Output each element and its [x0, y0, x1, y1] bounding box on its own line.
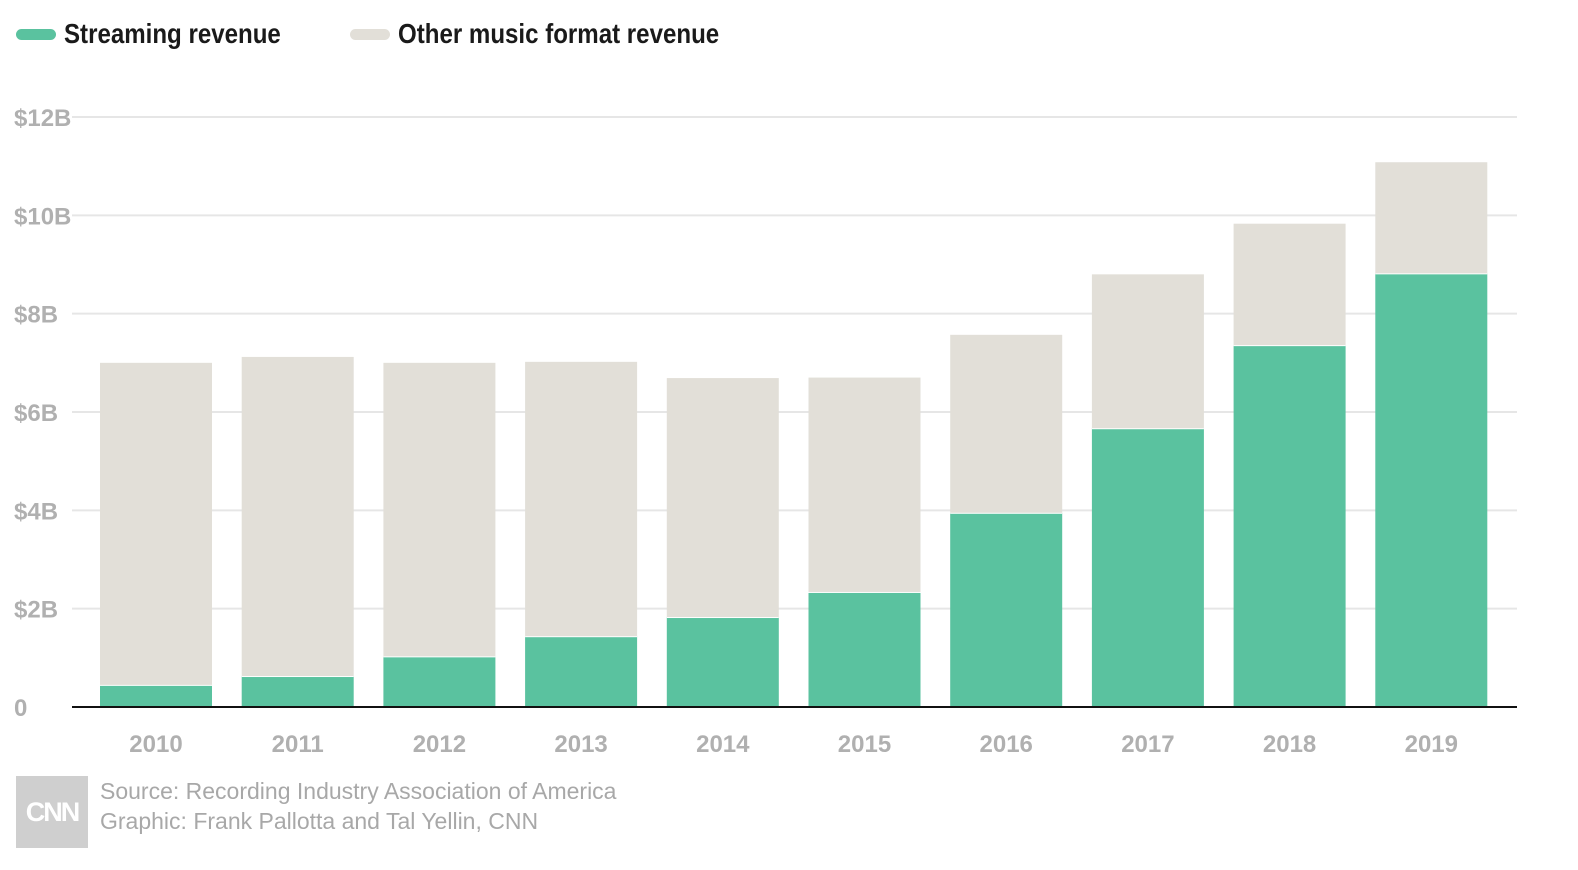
y-tick-label: $4B [14, 498, 58, 525]
graphic-credit-text: Graphic: Frank Pallotta and Tal Yellin, … [100, 808, 539, 834]
x-tick-label: 2011 [272, 731, 324, 758]
bar-other-2016 [950, 334, 1063, 513]
bar-streaming-2012 [383, 656, 496, 707]
x-tick-label: 2016 [980, 731, 1033, 758]
x-tick-label: 2015 [838, 731, 891, 758]
y-tick-label: $2B [14, 597, 58, 624]
bar-other-2014 [666, 378, 779, 618]
bar-streaming-2015 [808, 591, 921, 707]
bar-other-2010 [100, 362, 212, 685]
bar-streaming-2014 [666, 617, 779, 707]
bar-other-2011 [241, 356, 354, 677]
bar-other-2019 [1375, 162, 1488, 274]
footer: CNN Source: Recording Industry Associati… [16, 776, 616, 848]
x-tick-label: 2018 [1263, 731, 1316, 758]
y-tick-label: 0 [14, 695, 27, 722]
bar-other-2018 [1233, 223, 1346, 346]
bar-other-2013 [525, 361, 638, 637]
y-tick-label: $6B [14, 400, 58, 427]
legend-label-streaming: Streaming revenue [64, 18, 281, 49]
x-tick-label: 2012 [413, 731, 466, 758]
bar-streaming-2016 [950, 512, 1063, 707]
legend-item-streaming: Streaming revenue [16, 18, 316, 50]
legend-swatch-streaming [16, 28, 56, 40]
legend-item-other: Other music format revenue [350, 18, 771, 50]
y-tick-label: $8B [14, 302, 58, 329]
x-tick-label: 2019 [1405, 731, 1458, 758]
x-tick-label: 2013 [554, 731, 607, 758]
bar-other-2012 [383, 362, 496, 657]
bar-other-2017 [1091, 274, 1204, 429]
legend: Streaming revenue Other music format rev… [16, 14, 806, 54]
bar-streaming-2018 [1233, 345, 1346, 707]
legend-swatch-other [350, 28, 391, 40]
bar-streaming-2019 [1375, 273, 1488, 707]
bar-streaming-2013 [525, 636, 638, 707]
bar-streaming-2010 [100, 684, 212, 707]
credits: Source: Recording Industry Association o… [100, 776, 616, 836]
bar-streaming-2011 [241, 676, 354, 707]
x-tick-label: 2014 [696, 731, 750, 758]
x-tick-label: 2010 [129, 731, 182, 758]
y-tick-label: $10B [14, 203, 71, 230]
y-tick-label: $12B [14, 105, 71, 132]
stacked-bar-chart: 0 $2B $4B $6B $8B $10B $12B 2010 2011 2012 2013 201… [14, 105, 1517, 758]
source-text: Source: Recording Industry Association o… [100, 778, 617, 804]
x-tick-label: 2017 [1121, 731, 1174, 758]
bar-streaming-2017 [1091, 428, 1204, 707]
legend-label-other: Other music format revenue [398, 18, 720, 49]
cnn-logo: CNN [16, 776, 88, 848]
bar-other-2015 [808, 377, 921, 592]
